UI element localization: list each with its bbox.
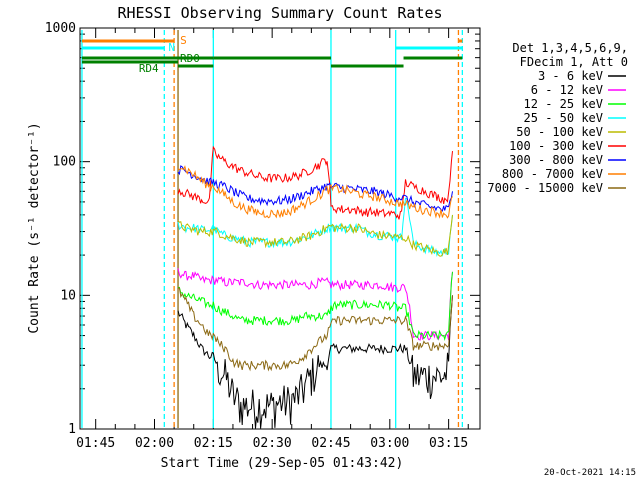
legend-entry-label: 3 - 6 keV bbox=[538, 69, 603, 83]
legend-header-1: Det 1,3,4,5,6,9, bbox=[512, 41, 628, 55]
x-tick-label: 02:15 bbox=[194, 436, 233, 451]
series-line-7 bbox=[177, 165, 453, 219]
saa-label: RD0 bbox=[180, 52, 200, 65]
timestamp: 20-Oct-2021 14:15 bbox=[544, 468, 636, 478]
series-line-0 bbox=[177, 295, 453, 429]
legend-entry-label: 7000 - 15000 keV bbox=[487, 181, 603, 195]
chart-title: RHESSI Observing Summary Count Rates bbox=[117, 4, 442, 22]
series-line-5 bbox=[177, 145, 453, 220]
night-label: N bbox=[168, 41, 175, 54]
series-line-1 bbox=[177, 268, 453, 341]
legend-entry-label: 300 - 800 keV bbox=[509, 153, 603, 167]
legend-entry-label: 800 - 7000 keV bbox=[502, 167, 603, 181]
x-axis-label: Start Time (29-Sep-05 01:43:42) bbox=[161, 456, 404, 471]
series-line-8 bbox=[177, 287, 453, 372]
decim-label: RD4 bbox=[139, 62, 159, 75]
legend-entry-label: 12 - 25 keV bbox=[524, 97, 603, 111]
legend-entry-label: 50 - 100 keV bbox=[516, 125, 603, 139]
legend-entry-label: 100 - 300 keV bbox=[509, 139, 603, 153]
y-tick-label: 1 bbox=[68, 422, 76, 437]
x-tick-label: 02:00 bbox=[135, 436, 174, 451]
series-line-4 bbox=[177, 214, 453, 257]
plot-frame bbox=[79, 27, 481, 430]
legend-header-2: FDecim 1, Att 0 bbox=[520, 55, 628, 69]
x-tick-label: 02:30 bbox=[253, 436, 292, 451]
y-tick-label: 1000 bbox=[45, 21, 76, 36]
y-tick-label: 10 bbox=[60, 288, 76, 303]
attenuator-label: S bbox=[180, 34, 187, 47]
y-axis-label: Count Rate (s⁻¹ detector⁻¹) bbox=[27, 122, 42, 333]
legend: Det 1,3,4,5,6,9, FDecim 1, Att 0 3 - 6 k… bbox=[487, 41, 628, 195]
legend-entry-label: 25 - 50 keV bbox=[524, 111, 603, 125]
x-tick-label: 03:15 bbox=[429, 436, 468, 451]
series-line-2 bbox=[177, 271, 453, 341]
series-line-6 bbox=[177, 165, 453, 212]
plot-area: 1 10 100 1000 01:45 02:00 02:15 02:30 02:45 03:00… bbox=[45, 21, 481, 451]
x-tick-label: 02:45 bbox=[311, 436, 350, 451]
x-tick-label: 03:00 bbox=[370, 436, 409, 451]
legend-entry-label: 6 - 12 keV bbox=[531, 83, 603, 97]
x-tick-label: 01:45 bbox=[76, 436, 115, 451]
y-tick-label: 100 bbox=[53, 155, 76, 170]
